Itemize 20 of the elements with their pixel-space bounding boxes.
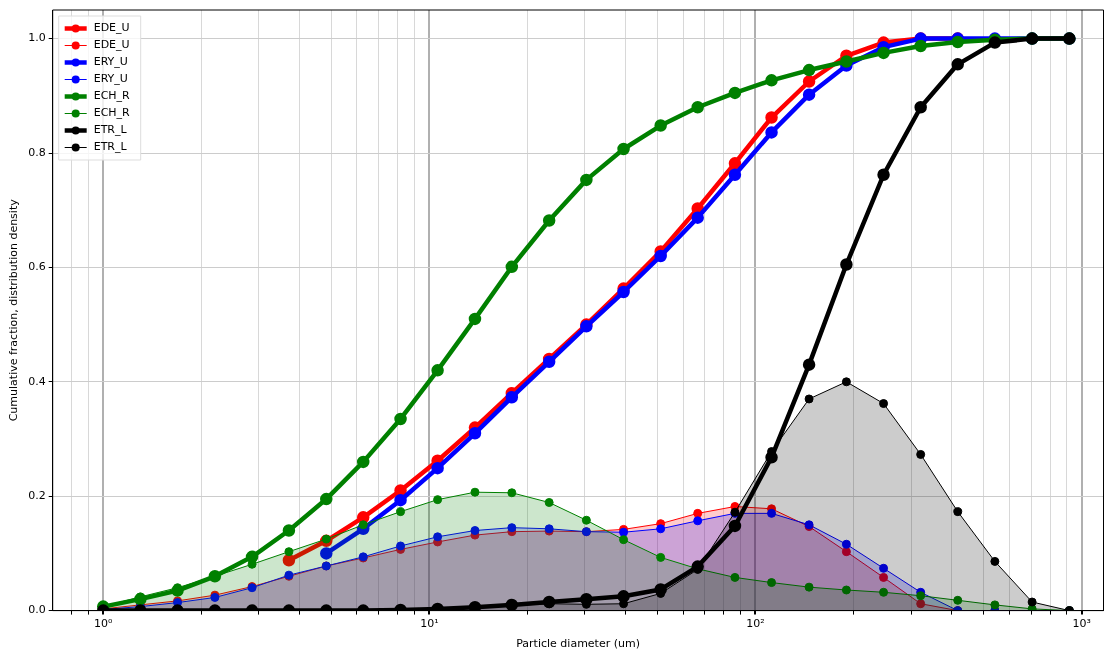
y-tick-label: 0.0 — [28, 603, 46, 617]
x-tick-label: 10¹ — [420, 617, 439, 631]
legend-label: EDE_U — [93, 21, 130, 35]
y-tick-label: 0.2 — [28, 489, 46, 503]
x-tick-label: 10⁰ — [94, 617, 113, 631]
x-axis-title: Particle diameter (um) — [516, 637, 640, 651]
y-tick-label: 1.0 — [28, 31, 46, 45]
y-tick-label: 0.6 — [28, 260, 46, 274]
legend-label: ETR_L — [93, 140, 128, 154]
x-tick-label: 10² — [746, 617, 765, 631]
legend-label: EDE_U — [93, 38, 130, 52]
y-axis-title: Cumulative fraction, distribution density — [7, 198, 21, 422]
y-tick-label: 0.8 — [28, 145, 46, 159]
legend-label: ERY_U — [93, 72, 128, 86]
y-tick-label: 0.4 — [28, 374, 46, 388]
legend-label: ETR_L — [93, 123, 128, 137]
legend-label: ECH_R — [93, 89, 131, 103]
legend-label: ERY_U — [93, 55, 128, 69]
x-tick-label: 10³ — [1072, 617, 1091, 631]
legend-label: ECH_R — [93, 106, 131, 120]
